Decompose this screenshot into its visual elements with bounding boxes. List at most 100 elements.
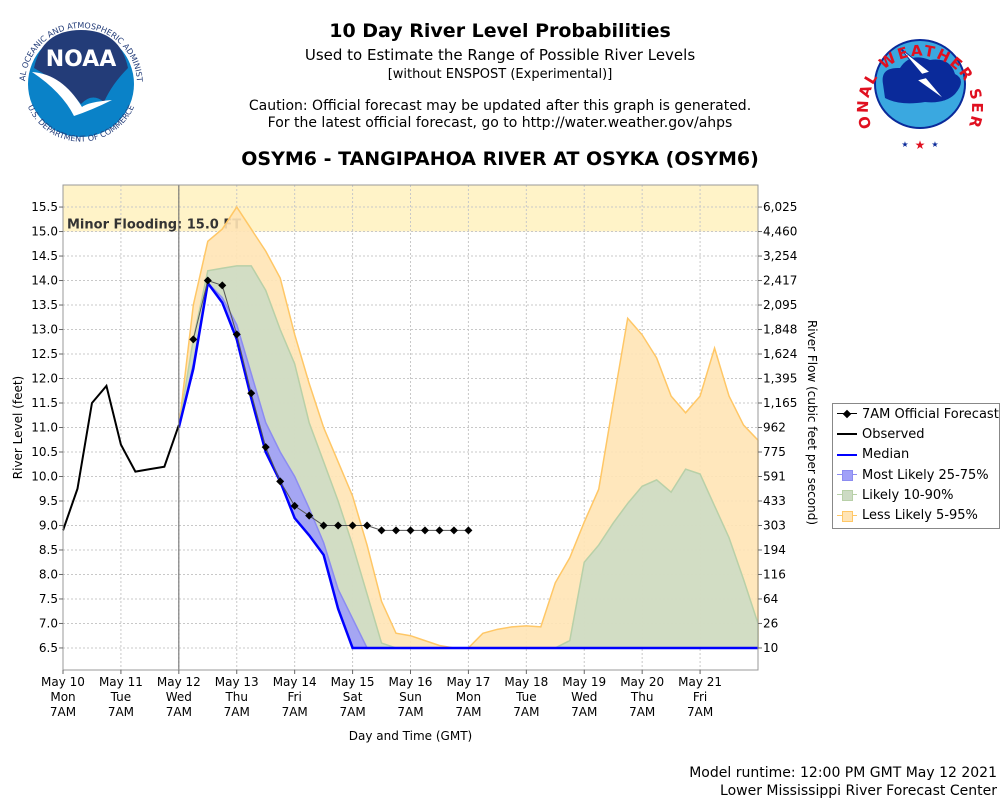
official-forecast-point bbox=[464, 526, 473, 535]
svg-text:★: ★ bbox=[901, 140, 908, 149]
official-forecast-point bbox=[189, 335, 198, 344]
y-right-tick-label: 26 bbox=[763, 616, 778, 630]
y-right-axis-title: River Flow (cubic feet per second) bbox=[805, 320, 819, 525]
y-tick-label: 11.0 bbox=[31, 421, 58, 435]
x-tick-label: Fri bbox=[693, 690, 707, 704]
y-right-tick-label: 10 bbox=[763, 641, 778, 655]
x-tick-label: 7AM bbox=[282, 705, 308, 719]
official-forecast-point bbox=[232, 330, 241, 339]
official-forecast-point bbox=[290, 501, 299, 510]
y-right-tick-label: 3,254 bbox=[763, 249, 797, 263]
official-forecast-point bbox=[319, 521, 328, 530]
legend: 7AM Official Forecast Observed Median Mo… bbox=[832, 403, 1000, 529]
x-tick-label: 7AM bbox=[224, 705, 250, 719]
x-tick-label: 7AM bbox=[166, 705, 192, 719]
y-right-tick-label: 64 bbox=[763, 592, 778, 606]
x-tick-label: 7AM bbox=[397, 705, 423, 719]
x-tick-label: May 16 bbox=[389, 675, 433, 689]
x-tick-label: 7AM bbox=[339, 705, 365, 719]
x-tick-label: 7AM bbox=[687, 705, 713, 719]
svg-text:NOAA: NOAA bbox=[46, 47, 117, 72]
y-right-tick-label: 194 bbox=[763, 543, 786, 557]
x-tick-label: 7AM bbox=[455, 705, 481, 719]
y-tick-label: 8.5 bbox=[39, 543, 58, 557]
y-right-tick-label: 1,848 bbox=[763, 323, 797, 337]
y-tick-label: 7.5 bbox=[39, 592, 58, 606]
swatch-icon bbox=[837, 510, 857, 522]
official-forecast-point bbox=[218, 281, 227, 290]
y-tick-label: 6.5 bbox=[39, 641, 58, 655]
caution-link-text: For the latest official forecast, go to … bbox=[267, 115, 733, 131]
official-forecast-point bbox=[449, 526, 458, 535]
official-forecast-point bbox=[203, 276, 212, 285]
x-tick-label: Fri bbox=[288, 690, 302, 704]
model-runtime: Model runtime: 12:00 PM GMT May 12 2021 bbox=[689, 765, 997, 781]
y-right-tick-label: 433 bbox=[763, 494, 786, 508]
diamond-line-icon bbox=[837, 408, 857, 420]
x-tick-label: Thu bbox=[630, 690, 654, 704]
x-tick-label: May 19 bbox=[562, 675, 606, 689]
chart-subtitle-2: [without ENSPOST (Experimental)] bbox=[387, 67, 613, 82]
y-tick-label: 12.0 bbox=[31, 372, 58, 386]
y-right-tick-label: 303 bbox=[763, 518, 786, 532]
y-tick-label: 9.0 bbox=[39, 518, 58, 532]
y-tick-label: 7.0 bbox=[39, 616, 58, 630]
svg-text:★: ★ bbox=[931, 140, 938, 149]
y-tick-label: 13.5 bbox=[31, 298, 58, 312]
chart-subtitle: Used to Estimate the Range of Possible R… bbox=[304, 46, 696, 64]
y-right-tick-label: 591 bbox=[763, 469, 786, 483]
legend-label: Most Likely 25-75% bbox=[862, 467, 989, 483]
svg-text:★: ★ bbox=[915, 138, 926, 152]
swatch-icon bbox=[837, 469, 857, 482]
x-tick-label: May 10 bbox=[41, 675, 85, 689]
x-tick-label: 7AM bbox=[571, 705, 597, 719]
official-forecast-point bbox=[305, 511, 314, 520]
y-tick-label: 13.0 bbox=[31, 323, 58, 337]
legend-label: Less Likely 5-95% bbox=[862, 508, 978, 524]
chart-title: 10 Day River Level Probabilities bbox=[329, 20, 671, 42]
y-tick-label: 10.0 bbox=[31, 469, 58, 483]
y-tick-label: 14.5 bbox=[31, 249, 58, 263]
legend-item-official: 7AM Official Forecast bbox=[833, 404, 999, 424]
legend-label: 7AM Official Forecast bbox=[862, 406, 999, 422]
y-right-tick-label: 1,395 bbox=[763, 372, 797, 386]
x-tick-label: May 14 bbox=[273, 675, 317, 689]
x-tick-label: May 21 bbox=[678, 675, 722, 689]
x-tick-label: Thu bbox=[224, 690, 248, 704]
x-tick-label: May 11 bbox=[99, 675, 143, 689]
legend-item-median: Median bbox=[833, 445, 999, 465]
x-tick-label: May 12 bbox=[157, 675, 201, 689]
x-tick-label: Sat bbox=[343, 690, 363, 704]
x-tick-label: Sun bbox=[399, 690, 422, 704]
swatch-icon bbox=[837, 489, 857, 502]
y-right-tick-label: 1,624 bbox=[763, 347, 797, 361]
official-forecast-point bbox=[363, 521, 372, 530]
legend-item-10-90: Likely 10-90% bbox=[833, 485, 999, 505]
official-forecast-point bbox=[261, 443, 270, 452]
x-tick-label: Mon bbox=[456, 690, 481, 704]
flood-label: Minor Flooding: 15.0 FT bbox=[67, 218, 241, 233]
official-forecast-point bbox=[276, 477, 285, 486]
y-right-tick-label: 775 bbox=[763, 445, 786, 459]
official-forecast-point bbox=[334, 521, 343, 530]
y-right-tick-label: 6,025 bbox=[763, 200, 797, 214]
x-tick-label: Wed bbox=[571, 690, 597, 704]
x-tick-label: 7AM bbox=[513, 705, 539, 719]
y-right-tick-label: 2,095 bbox=[763, 298, 797, 312]
legend-item-25-75: Most Likely 25-75% bbox=[833, 465, 999, 485]
official-forecast-point bbox=[247, 389, 256, 398]
x-tick-label: Tue bbox=[110, 690, 132, 704]
x-tick-label: Mon bbox=[50, 690, 75, 704]
legend-item-observed: Observed bbox=[833, 424, 999, 444]
observed-line bbox=[62, 383, 180, 531]
official-forecast-point bbox=[435, 526, 444, 535]
x-tick-label: 7AM bbox=[108, 705, 134, 719]
y-right-tick-label: 4,460 bbox=[763, 225, 797, 239]
forecast-center: Lower Mississippi River Forecast Center bbox=[720, 783, 997, 799]
y-tick-label: 11.5 bbox=[31, 396, 58, 410]
official-forecast-point bbox=[420, 526, 429, 535]
y-right-tick-label: 1,165 bbox=[763, 396, 797, 410]
x-tick-label: Tue bbox=[515, 690, 537, 704]
y-tick-label: 8.0 bbox=[39, 567, 58, 581]
